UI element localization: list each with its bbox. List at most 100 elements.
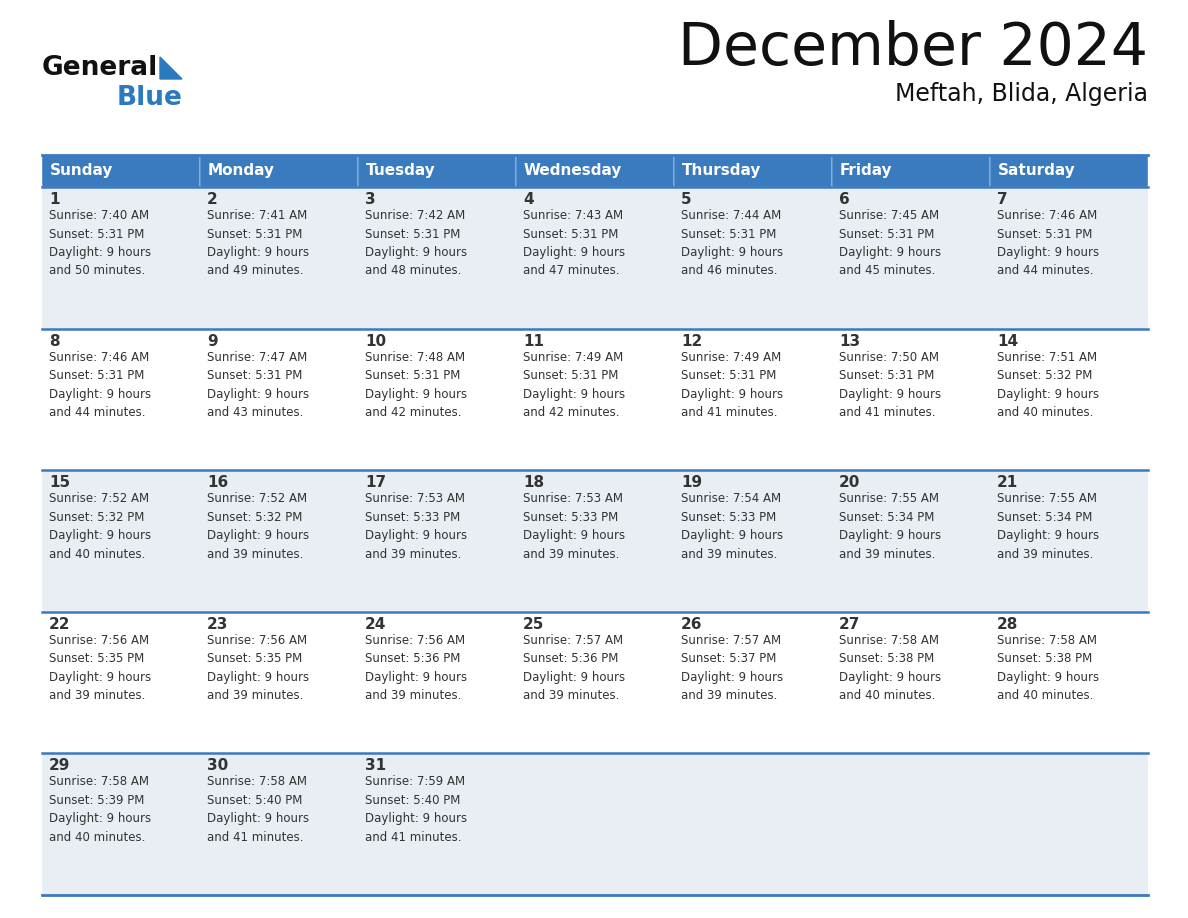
Text: Sunset: 5:31 PM: Sunset: 5:31 PM [49, 228, 145, 241]
Text: Sunset: 5:31 PM: Sunset: 5:31 PM [681, 369, 777, 382]
Text: Sunrise: 7:59 AM: Sunrise: 7:59 AM [365, 776, 466, 789]
Text: Daylight: 9 hours: Daylight: 9 hours [365, 812, 467, 825]
Text: and 39 minutes.: and 39 minutes. [681, 689, 777, 702]
Text: Sunset: 5:35 PM: Sunset: 5:35 PM [49, 653, 144, 666]
Text: Daylight: 9 hours: Daylight: 9 hours [49, 812, 151, 825]
Text: Sunset: 5:38 PM: Sunset: 5:38 PM [839, 653, 934, 666]
Text: Sunset: 5:31 PM: Sunset: 5:31 PM [365, 369, 461, 382]
Text: and 40 minutes.: and 40 minutes. [839, 689, 935, 702]
Text: Saturday: Saturday [998, 163, 1076, 178]
Text: Sunrise: 7:56 AM: Sunrise: 7:56 AM [365, 633, 466, 647]
Text: and 49 minutes.: and 49 minutes. [207, 264, 303, 277]
Text: and 42 minutes.: and 42 minutes. [523, 406, 619, 420]
Text: Sunrise: 7:55 AM: Sunrise: 7:55 AM [839, 492, 939, 505]
Text: Sunset: 5:33 PM: Sunset: 5:33 PM [365, 510, 460, 523]
Text: Sunrise: 7:43 AM: Sunrise: 7:43 AM [523, 209, 624, 222]
Text: Daylight: 9 hours: Daylight: 9 hours [681, 671, 783, 684]
Text: General: General [42, 55, 158, 81]
Text: Daylight: 9 hours: Daylight: 9 hours [207, 812, 309, 825]
Text: Sunrise: 7:58 AM: Sunrise: 7:58 AM [207, 776, 307, 789]
Text: Sunset: 5:31 PM: Sunset: 5:31 PM [681, 228, 777, 241]
Text: 22: 22 [49, 617, 70, 632]
FancyBboxPatch shape [42, 329, 1148, 470]
Text: Meftah, Blida, Algeria: Meftah, Blida, Algeria [895, 82, 1148, 106]
Text: and 44 minutes.: and 44 minutes. [997, 264, 1093, 277]
Text: Sunset: 5:33 PM: Sunset: 5:33 PM [523, 510, 618, 523]
Text: and 44 minutes.: and 44 minutes. [49, 406, 145, 420]
Text: 5: 5 [681, 192, 691, 207]
Text: Sunset: 5:31 PM: Sunset: 5:31 PM [997, 228, 1093, 241]
Text: and 46 minutes.: and 46 minutes. [681, 264, 777, 277]
Text: Wednesday: Wednesday [524, 163, 623, 178]
Text: Daylight: 9 hours: Daylight: 9 hours [365, 246, 467, 259]
Text: and 42 minutes.: and 42 minutes. [365, 406, 461, 420]
Text: 19: 19 [681, 476, 702, 490]
Text: Sunset: 5:31 PM: Sunset: 5:31 PM [839, 369, 935, 382]
Text: 12: 12 [681, 333, 702, 349]
Text: 13: 13 [839, 333, 860, 349]
Text: 7: 7 [997, 192, 1007, 207]
Text: 28: 28 [997, 617, 1018, 632]
Text: Sunrise: 7:54 AM: Sunrise: 7:54 AM [681, 492, 782, 505]
Text: Tuesday: Tuesday [366, 163, 436, 178]
Text: Sunset: 5:37 PM: Sunset: 5:37 PM [681, 653, 777, 666]
Text: 30: 30 [207, 758, 228, 773]
Text: Sunrise: 7:40 AM: Sunrise: 7:40 AM [49, 209, 150, 222]
Text: Sunrise: 7:55 AM: Sunrise: 7:55 AM [997, 492, 1097, 505]
FancyBboxPatch shape [42, 754, 1148, 895]
Text: and 50 minutes.: and 50 minutes. [49, 264, 145, 277]
Text: and 40 minutes.: and 40 minutes. [997, 689, 1093, 702]
Text: 14: 14 [997, 333, 1018, 349]
Text: Sunrise: 7:41 AM: Sunrise: 7:41 AM [207, 209, 308, 222]
Text: Sunrise: 7:57 AM: Sunrise: 7:57 AM [681, 633, 782, 647]
Text: Sunday: Sunday [50, 163, 113, 178]
Text: Sunset: 5:31 PM: Sunset: 5:31 PM [523, 228, 619, 241]
Text: December 2024: December 2024 [678, 20, 1148, 77]
Text: Sunset: 5:38 PM: Sunset: 5:38 PM [997, 653, 1092, 666]
Text: Daylight: 9 hours: Daylight: 9 hours [997, 246, 1099, 259]
Text: 6: 6 [839, 192, 849, 207]
Text: Sunset: 5:32 PM: Sunset: 5:32 PM [997, 369, 1093, 382]
Text: Daylight: 9 hours: Daylight: 9 hours [207, 246, 309, 259]
Text: Sunset: 5:35 PM: Sunset: 5:35 PM [207, 653, 302, 666]
Text: Sunrise: 7:57 AM: Sunrise: 7:57 AM [523, 633, 624, 647]
Text: Sunrise: 7:56 AM: Sunrise: 7:56 AM [207, 633, 308, 647]
Text: Sunset: 5:31 PM: Sunset: 5:31 PM [365, 228, 461, 241]
Text: 3: 3 [365, 192, 375, 207]
Text: Sunset: 5:34 PM: Sunset: 5:34 PM [839, 510, 935, 523]
Text: and 45 minutes.: and 45 minutes. [839, 264, 935, 277]
Text: Sunrise: 7:46 AM: Sunrise: 7:46 AM [49, 351, 150, 364]
Text: 17: 17 [365, 476, 386, 490]
Text: Sunset: 5:32 PM: Sunset: 5:32 PM [49, 510, 145, 523]
FancyBboxPatch shape [42, 187, 1148, 329]
Text: Daylight: 9 hours: Daylight: 9 hours [681, 246, 783, 259]
Text: and 39 minutes.: and 39 minutes. [365, 689, 461, 702]
FancyBboxPatch shape [200, 155, 358, 187]
Text: Daylight: 9 hours: Daylight: 9 hours [365, 529, 467, 543]
Text: Sunrise: 7:46 AM: Sunrise: 7:46 AM [997, 209, 1098, 222]
Text: Sunset: 5:34 PM: Sunset: 5:34 PM [997, 510, 1093, 523]
Text: Blue: Blue [116, 85, 183, 111]
Text: Sunset: 5:40 PM: Sunset: 5:40 PM [365, 794, 461, 807]
Text: 15: 15 [49, 476, 70, 490]
Text: Daylight: 9 hours: Daylight: 9 hours [997, 529, 1099, 543]
FancyBboxPatch shape [358, 155, 516, 187]
FancyBboxPatch shape [42, 611, 1148, 754]
Text: Sunrise: 7:51 AM: Sunrise: 7:51 AM [997, 351, 1098, 364]
FancyBboxPatch shape [990, 155, 1148, 187]
Text: Daylight: 9 hours: Daylight: 9 hours [365, 387, 467, 400]
Text: Sunrise: 7:48 AM: Sunrise: 7:48 AM [365, 351, 466, 364]
Text: Sunrise: 7:58 AM: Sunrise: 7:58 AM [49, 776, 148, 789]
Text: Sunset: 5:31 PM: Sunset: 5:31 PM [523, 369, 619, 382]
Text: and 39 minutes.: and 39 minutes. [207, 548, 303, 561]
Text: Sunrise: 7:56 AM: Sunrise: 7:56 AM [49, 633, 150, 647]
Text: Sunrise: 7:49 AM: Sunrise: 7:49 AM [523, 351, 624, 364]
Text: Sunrise: 7:58 AM: Sunrise: 7:58 AM [997, 633, 1097, 647]
Text: Monday: Monday [208, 163, 274, 178]
Text: and 41 minutes.: and 41 minutes. [681, 406, 777, 420]
Text: Daylight: 9 hours: Daylight: 9 hours [49, 246, 151, 259]
Text: and 47 minutes.: and 47 minutes. [523, 264, 619, 277]
Text: 24: 24 [365, 617, 386, 632]
FancyBboxPatch shape [832, 155, 990, 187]
Text: and 39 minutes.: and 39 minutes. [523, 689, 619, 702]
